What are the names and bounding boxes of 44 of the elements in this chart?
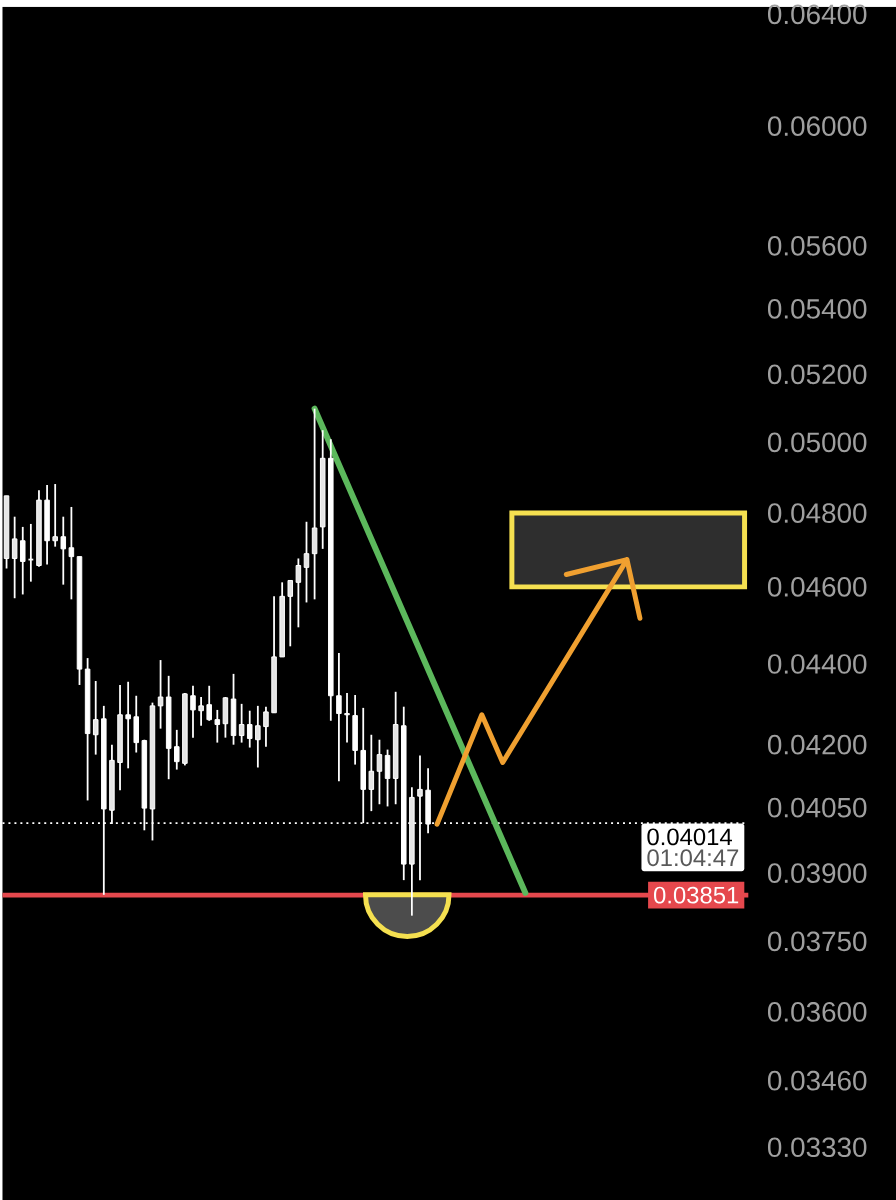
y-tick-label: 0.05600	[767, 235, 867, 256]
y-tick-label: 0.04200	[767, 734, 867, 755]
y-tick-label: 0.04400	[767, 654, 867, 674]
candlestick	[92, 680, 99, 756]
candlestick	[60, 515, 66, 586]
y-tick-label: 0.04050	[767, 797, 867, 818]
candlestick	[173, 728, 180, 771]
candlestick	[206, 684, 212, 722]
candlestick	[238, 702, 245, 744]
candlestick	[19, 526, 26, 596]
candlestick	[384, 748, 391, 808]
candlestick	[125, 680, 131, 770]
annotation: 01:04:47	[647, 849, 738, 867]
candlestick	[52, 483, 58, 548]
candlestick	[303, 520, 310, 604]
candlestick	[68, 506, 74, 601]
y-tick-label: 0.06000	[767, 116, 867, 137]
candlestick	[376, 738, 382, 806]
y-tick-label: 0.04800	[767, 503, 867, 523]
candlestick	[11, 515, 18, 600]
y-tick-label: 0.05200	[767, 364, 867, 385]
y-tick-label: 0.05000	[767, 432, 867, 453]
candlestick	[368, 733, 374, 813]
candlestick	[262, 705, 269, 748]
y-tick-label: 0.03900	[767, 863, 867, 884]
candlestick	[295, 557, 301, 629]
candlestick	[189, 684, 196, 739]
candlestick	[157, 659, 164, 730]
ref-line-label: 0.03851	[653, 886, 738, 904]
candlestick	[214, 709, 220, 744]
y-tick-label: 0.03600	[767, 1002, 867, 1022]
candlestick	[335, 652, 342, 783]
ref-line-label: 0.04014	[647, 828, 732, 846]
candlestick	[254, 704, 261, 769]
candlestick	[344, 692, 350, 744]
y-tick-label: 0.05400	[767, 299, 867, 319]
y-tick-label: 0.03460	[767, 1070, 867, 1091]
candlestick	[246, 709, 253, 749]
y-tick-label: 0.03330	[767, 1137, 867, 1158]
y-tick-label: 0.04600	[767, 577, 867, 597]
y-tick-label: 0.06400	[767, 4, 867, 25]
y-tick-label: 0.03750	[767, 931, 867, 952]
candlestick	[287, 579, 293, 648]
candlestick	[198, 696, 204, 727]
